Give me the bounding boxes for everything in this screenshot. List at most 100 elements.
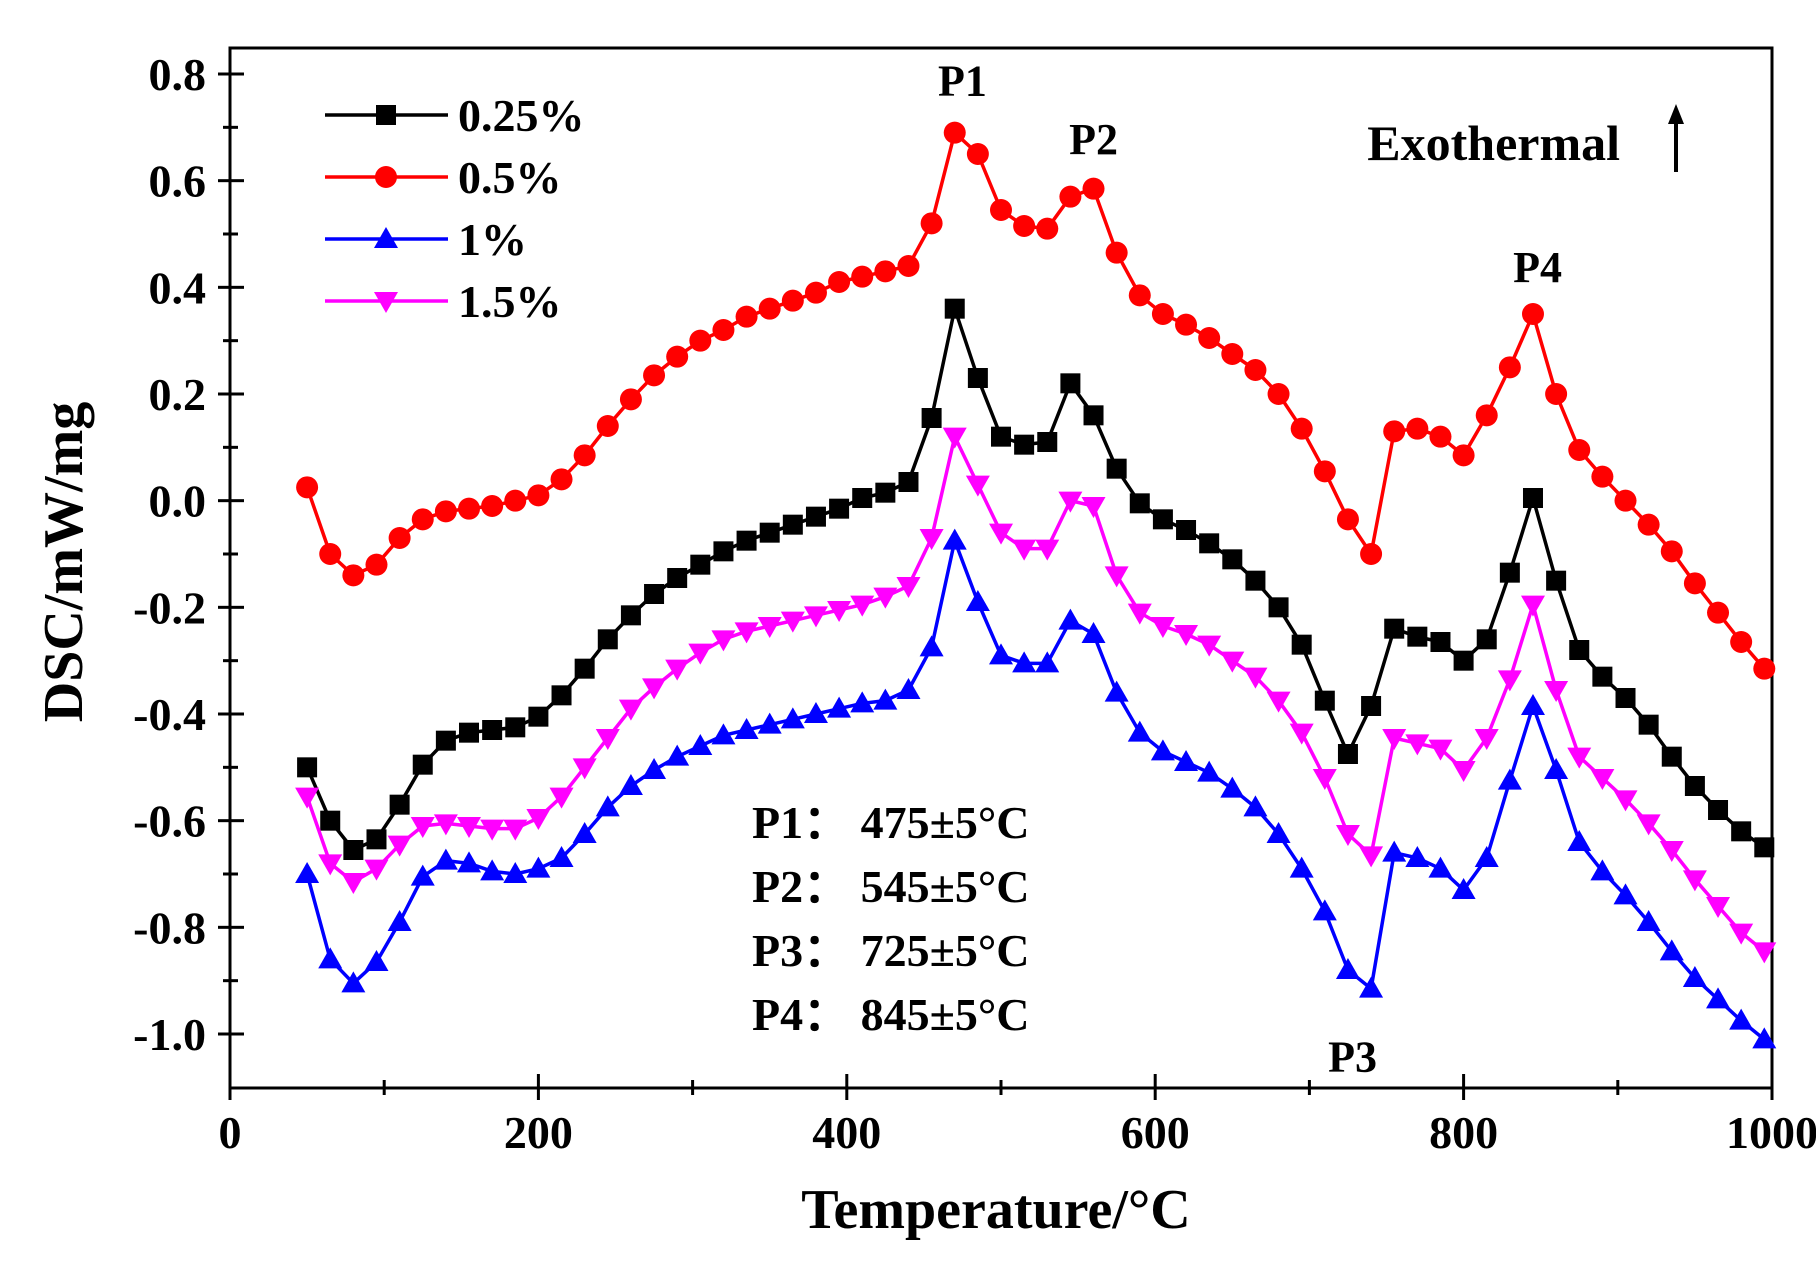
data-point — [435, 730, 456, 751]
data-point — [341, 971, 366, 993]
data-point — [1013, 215, 1036, 237]
data-point — [1707, 601, 1730, 624]
data-point — [665, 659, 690, 681]
data-point — [1452, 444, 1475, 467]
y-tick-label: -0.8 — [133, 902, 206, 953]
data-point — [433, 814, 458, 836]
data-point — [618, 699, 643, 721]
data-point — [1407, 626, 1428, 647]
data-point — [1405, 734, 1430, 756]
data-point — [482, 720, 503, 740]
data-point — [574, 658, 595, 679]
y-tick-label: -0.4 — [133, 689, 206, 740]
data-point — [1708, 800, 1729, 820]
data-point — [1591, 465, 1614, 488]
data-point — [827, 696, 852, 718]
data-point — [1637, 513, 1660, 536]
data-point — [1128, 284, 1151, 307]
data-point — [618, 774, 643, 795]
data-point — [1661, 746, 1682, 767]
data-point — [897, 255, 920, 277]
data-point — [734, 718, 759, 739]
data-point — [412, 754, 433, 775]
data-point — [896, 577, 921, 598]
data-point — [619, 388, 642, 411]
data-point — [573, 444, 596, 467]
data-point — [852, 488, 873, 508]
data-point — [919, 635, 944, 657]
data-point — [1127, 603, 1152, 625]
legend-item-0.5%: 0.5% — [325, 152, 562, 203]
x-tick-label: 0 — [219, 1107, 242, 1158]
data-point — [387, 835, 412, 857]
data-point — [1335, 825, 1360, 846]
data-point — [1104, 566, 1129, 588]
legend-label: 0.25% — [458, 90, 585, 141]
legend-label: 1% — [458, 214, 527, 265]
data-point — [991, 426, 1011, 447]
data-point — [875, 482, 896, 503]
data-point — [1152, 509, 1173, 530]
data-point — [944, 298, 965, 319]
data-point — [320, 810, 341, 831]
data-point — [1451, 761, 1476, 782]
data-point — [1150, 617, 1175, 638]
data-point — [1266, 822, 1291, 843]
data-point — [1569, 640, 1590, 660]
x-tick-label: 1000 — [1726, 1107, 1816, 1158]
data-point — [1083, 405, 1104, 426]
data-point — [1498, 356, 1521, 379]
data-point — [1105, 241, 1128, 264]
data-point — [1312, 899, 1337, 921]
data-point — [1081, 497, 1106, 518]
data-point — [295, 787, 320, 809]
data-point — [712, 319, 735, 341]
data-point — [1592, 666, 1613, 687]
data-point — [364, 950, 389, 971]
data-point — [319, 543, 342, 565]
data-point — [943, 121, 966, 144]
data-point — [1289, 723, 1314, 745]
data-point — [829, 498, 850, 519]
data-point — [1706, 987, 1731, 1009]
data-point — [1268, 597, 1289, 618]
data-point — [896, 678, 921, 699]
legend-marker — [376, 105, 396, 125]
data-point — [1683, 572, 1706, 595]
data-point — [642, 678, 667, 700]
data-point — [921, 408, 942, 428]
data-point — [410, 817, 435, 838]
data-point — [1614, 489, 1637, 512]
data-point — [410, 864, 435, 886]
data-point — [1499, 562, 1520, 583]
series-1.5% — [295, 427, 1777, 964]
arrow-head-icon — [1668, 104, 1684, 124]
series-1% — [295, 528, 1777, 1049]
series-line-1% — [305, 538, 1766, 1041]
series-line-0.25% — [305, 306, 1766, 852]
data-point — [1220, 776, 1245, 798]
data-point — [1198, 327, 1221, 349]
data-point — [527, 484, 550, 507]
data-point — [597, 629, 618, 650]
data-point — [1660, 540, 1683, 563]
data-point — [1175, 313, 1198, 336]
data-point — [1753, 657, 1776, 680]
data-point — [828, 271, 851, 293]
data-point — [1682, 966, 1707, 987]
data-point — [1106, 458, 1127, 479]
data-point — [551, 685, 572, 706]
data-point — [549, 787, 574, 809]
data-point — [967, 368, 988, 388]
data-point — [920, 212, 943, 235]
data-point — [711, 630, 736, 652]
data-point — [1754, 837, 1775, 858]
data-point — [780, 707, 805, 729]
y-tick-label: 0.2 — [149, 369, 207, 420]
legend-label: 0.5% — [458, 152, 562, 203]
data-point — [1036, 217, 1059, 240]
series-0.5% — [296, 121, 1776, 680]
data-point — [1546, 570, 1567, 591]
legend-marker — [375, 166, 397, 188]
